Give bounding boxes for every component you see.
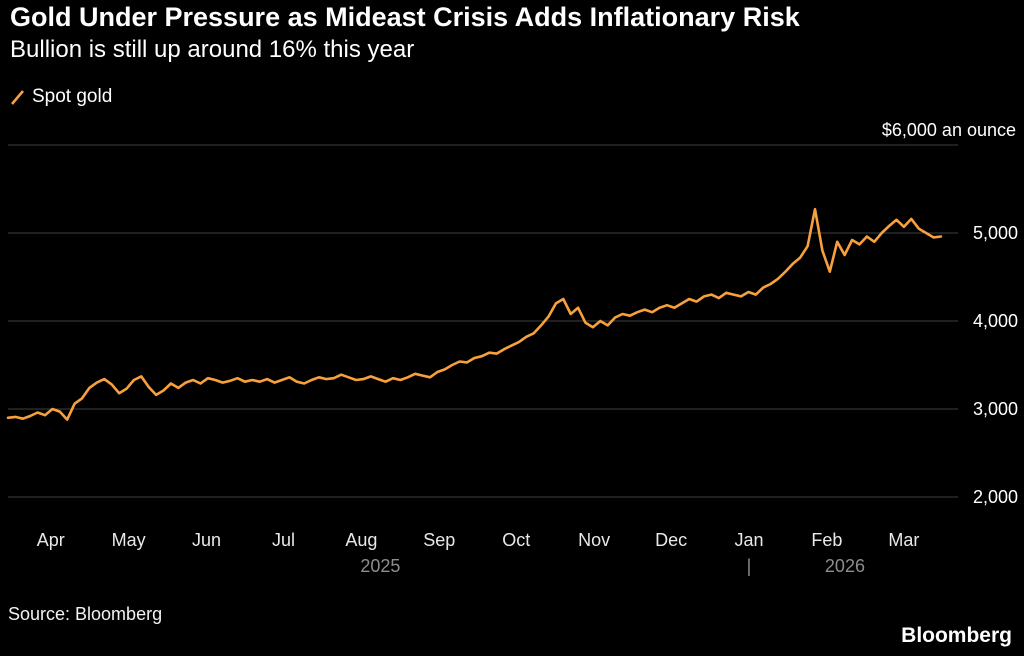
x-axis-month-label: Oct [502,530,530,550]
legend-slash-icon [11,89,24,105]
y-axis-label: 3,000 [973,399,1018,419]
legend-label: Spot gold [32,86,113,107]
x-axis-month-label: Feb [811,530,842,550]
bloomberg-logo: Bloomberg [901,624,1012,647]
spot-gold-legend-mark [11,89,24,105]
year-divider-tick: | [747,556,752,576]
x-axis-month-label: Jul [272,530,295,550]
x-axis-month-label: May [112,530,146,550]
spot-gold-price-line [6,207,943,421]
source-attribution: Source: Bloomberg [8,604,163,624]
x-axis-year-label: 2025 [360,556,400,576]
x-axis-month-label: Aug [345,530,377,550]
y-axis-label: 5,000 [973,223,1018,243]
x-axis-month-label: Jun [192,530,221,550]
x-axis-month-label: Dec [655,530,687,550]
x-axis-year-label: 2026 [825,556,865,576]
chart-legend: Spot gold [10,86,112,108]
x-axis-month-label: Apr [37,530,65,550]
page-subtitle: Bullion is still up around 16% this year [10,36,415,63]
gold-price-line-chart: 5,000 4,000 3,000 2,000 Apr May Jun Jul Aug Sep Oc… [6,144,1018,576]
y-axis-label: 2,000 [973,487,1018,507]
y-axis-label: 4,000 [973,311,1018,331]
x-axis-month-label: Nov [578,530,610,550]
x-axis-month-label: Sep [423,530,455,550]
x-axis-month-label: Jan [734,530,763,550]
x-axis-month-label: Mar [888,530,919,550]
y-axis-unit-note: $6,000 an ounce [881,120,1016,140]
page-title: Gold Under Pressure as Mideast Crisis Ad… [10,2,800,32]
